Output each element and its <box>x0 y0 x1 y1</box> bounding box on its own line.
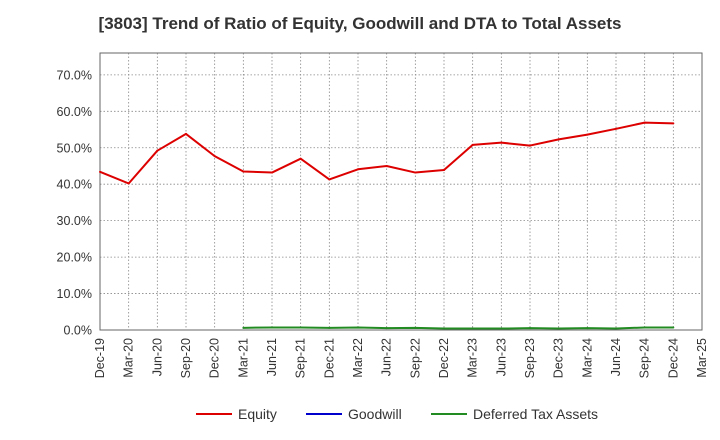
x-tick-label: Dec-24 <box>666 338 680 378</box>
data-point-deferred-tax-assets <box>557 327 560 330</box>
data-point-equity <box>242 170 245 173</box>
data-point-deferred-tax-assets <box>471 327 474 330</box>
x-tick-label: Sep-23 <box>523 338 537 378</box>
data-point-deferred-tax-assets <box>615 327 617 330</box>
x-tick-label: Sep-24 <box>638 338 652 378</box>
y-tick-label: 50.0% <box>57 141 92 155</box>
series-line-deferred-tax-assets <box>243 326 674 330</box>
data-point-equity <box>213 155 216 158</box>
data-point-deferred-tax-assets <box>414 326 417 329</box>
y-tick-label: 60.0% <box>57 105 92 119</box>
data-point-equity <box>99 170 101 173</box>
data-point-equity <box>586 133 589 136</box>
y-tick-label: 20.0% <box>57 251 92 265</box>
y-tick-label: 40.0% <box>57 178 92 192</box>
data-point-equity <box>357 168 359 171</box>
x-tick-label: Jun-23 <box>494 338 508 376</box>
data-point-equity <box>385 164 388 167</box>
x-tick-label: Mar-24 <box>580 338 594 378</box>
x-tick-label: Sep-21 <box>294 338 308 378</box>
x-tick-label: Mar-23 <box>466 338 480 378</box>
x-tick-label: Dec-22 <box>437 338 451 378</box>
data-point-deferred-tax-assets <box>271 326 273 329</box>
data-point-deferred-tax-assets <box>586 327 589 330</box>
plot-border <box>99 52 703 331</box>
legend-label: Deferred Tax Assets <box>473 406 598 422</box>
data-point-equity <box>156 149 159 152</box>
data-point-deferred-tax-assets <box>500 327 503 330</box>
x-tick-label: Jun-21 <box>265 338 279 376</box>
data-point-deferred-tax-assets <box>357 326 359 329</box>
data-point-deferred-tax-assets <box>643 326 646 329</box>
x-tick-label: Sep-20 <box>179 338 193 378</box>
x-tick-label: Jun-24 <box>609 338 623 376</box>
data-point-equity <box>471 143 474 146</box>
data-point-equity <box>328 178 331 181</box>
data-point-equity <box>127 182 130 185</box>
data-point-deferred-tax-assets <box>242 326 245 329</box>
data-point-deferred-tax-assets <box>299 326 302 329</box>
y-tick-label: 10.0% <box>57 287 92 301</box>
data-point-equity <box>443 168 445 171</box>
data-point-equity <box>557 138 560 141</box>
data-point-equity <box>414 171 417 174</box>
y-tick-label: 30.0% <box>57 214 92 228</box>
data-point-deferred-tax-assets <box>328 326 331 329</box>
data-point-equity <box>615 127 617 130</box>
legend-label: Goodwill <box>348 406 402 422</box>
x-tick-label: Dec-19 <box>93 338 107 378</box>
x-tick-label: Mar-20 <box>122 338 136 378</box>
x-tick-label: Jun-20 <box>150 338 164 376</box>
x-tick-label: Mar-21 <box>236 338 250 378</box>
x-tick-label: Mar-22 <box>351 338 365 378</box>
data-point-equity <box>500 141 503 144</box>
plot-area <box>100 53 702 330</box>
data-point-deferred-tax-assets <box>385 327 388 330</box>
data-point-equity <box>529 144 531 147</box>
data-point-deferred-tax-assets <box>672 326 675 329</box>
x-tick-label: Mar-25 <box>695 338 709 378</box>
y-tick-label: 0.0% <box>64 324 93 338</box>
data-point-equity <box>299 157 302 160</box>
legend-label: Equity <box>238 406 277 422</box>
x-tick-label: Sep-22 <box>408 338 422 378</box>
data-point-equity <box>672 122 675 125</box>
data-point-deferred-tax-assets <box>443 327 445 330</box>
x-tick-label: Jun-22 <box>380 338 394 376</box>
data-point-equity <box>643 121 646 124</box>
chart-title: [3803] Trend of Ratio of Equity, Goodwil… <box>98 14 622 33</box>
x-tick-label: Dec-21 <box>322 338 336 378</box>
data-point-deferred-tax-assets <box>529 327 531 330</box>
data-point-equity <box>185 132 187 135</box>
x-tick-label: Dec-23 <box>552 338 566 378</box>
y-tick-label: 70.0% <box>57 68 92 82</box>
data-point-equity <box>271 171 273 174</box>
x-tick-label: Dec-20 <box>208 338 222 378</box>
